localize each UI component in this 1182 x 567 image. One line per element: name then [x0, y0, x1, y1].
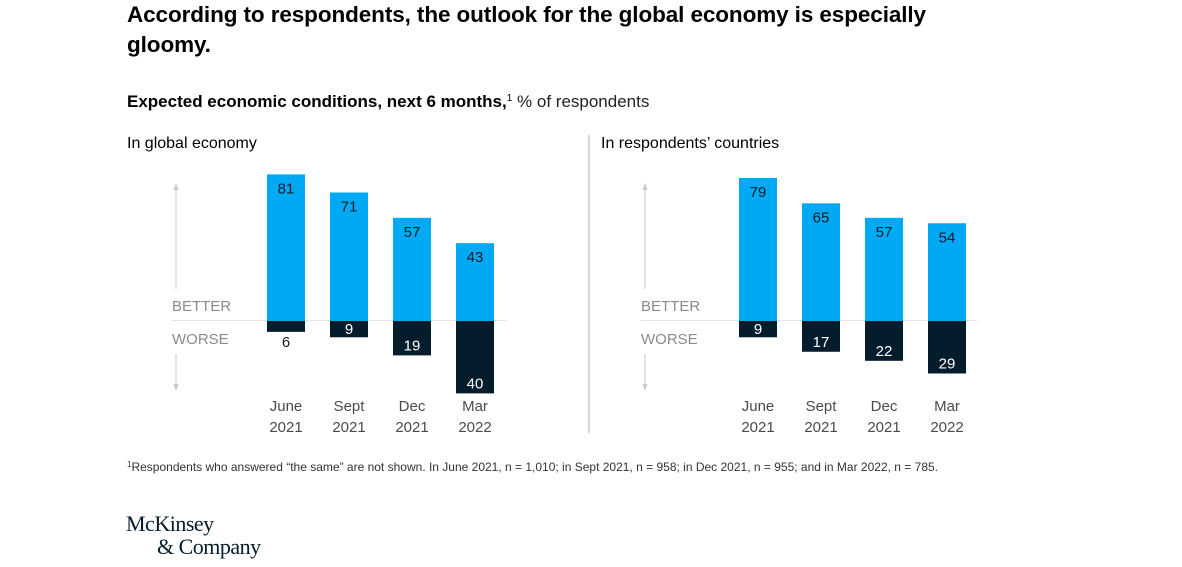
bar-worse — [267, 321, 305, 332]
data-label-better: 43 — [467, 249, 484, 266]
bar-worse — [456, 321, 494, 394]
panel-global-economy: BETTER WORSE 81 6 June 2021 71 9 Sept 2021 57 19 Dec… — [172, 174, 507, 436]
bar-worse — [393, 321, 431, 356]
data-label-better: 71 — [341, 198, 358, 215]
mckinsey-logo: McKinsey & Company — [126, 512, 261, 558]
x-tick-label-year: 2022 — [458, 419, 491, 436]
data-label-worse: 17 — [813, 334, 830, 351]
panel-divider — [588, 135, 590, 433]
footnote-text: Respondents who answered “the same” are … — [131, 460, 939, 474]
axis-label-worse: WORSE — [172, 331, 229, 348]
arrow-up-icon — [173, 183, 179, 190]
data-label-worse: 9 — [754, 321, 762, 338]
x-tick-label-year: 2021 — [867, 419, 900, 436]
data-label-worse: 6 — [282, 334, 290, 351]
x-tick-label-year: 2021 — [332, 419, 365, 436]
data-label-worse: 40 — [467, 375, 484, 392]
bar-better — [267, 174, 305, 321]
data-label-worse: 9 — [345, 321, 353, 338]
axis-label-worse: WORSE — [641, 331, 698, 348]
bar-better — [330, 192, 368, 321]
bar-worse — [802, 321, 840, 352]
x-tick-label-month: June — [270, 398, 303, 415]
x-tick-label-month: Mar — [934, 398, 960, 415]
chart-subtitle: Expected economic conditions, next 6 mon… — [127, 88, 649, 113]
axis-label-better: BETTER — [172, 298, 231, 315]
bar-better — [739, 178, 777, 321]
subtitle-footnote-mark: 1 — [506, 93, 513, 104]
logo-line2: & Company — [157, 534, 261, 559]
data-label-better: 79 — [750, 184, 767, 201]
bar-worse — [739, 321, 777, 338]
x-tick-label-year: 2021 — [804, 419, 837, 436]
bar-better — [393, 217, 431, 321]
bar-better — [928, 223, 966, 321]
data-label-better: 57 — [404, 224, 421, 241]
subtitle-main: Expected economic conditions, next 6 mon… — [127, 92, 507, 111]
bar-worse — [928, 321, 966, 374]
x-tick-label-month: Mar — [462, 398, 488, 415]
x-tick-label-year: 2021 — [741, 419, 774, 436]
bar-better — [865, 217, 903, 321]
panel-title-global: In global economy — [127, 135, 257, 152]
arrow-up-icon — [642, 183, 648, 190]
panel-title-countries: In respondents’ countries — [601, 135, 780, 152]
x-tick-label-year: 2021 — [395, 419, 428, 436]
panel-respondents-countries: BETTER WORSE 79 9 June 2021 65 17 Sept 2021 57 22 De… — [641, 178, 977, 436]
axis-label-better: BETTER — [641, 298, 700, 315]
x-tick-label-year: 2022 — [930, 419, 963, 436]
data-label-better: 81 — [278, 180, 295, 197]
data-label-worse: 19 — [404, 337, 421, 354]
logo-line1: McKinsey — [126, 511, 214, 536]
footnote-mark: 1 — [127, 460, 132, 469]
chart-title: According to respondents, the outlook fo… — [127, 2, 926, 57]
arrow-down-icon — [642, 384, 648, 391]
data-label-better: 65 — [813, 209, 830, 226]
footnote: 1Respondents who answered “the same” are… — [127, 460, 938, 474]
bar-worse — [865, 321, 903, 361]
data-label-worse: 22 — [876, 343, 893, 360]
data-label-better: 57 — [876, 224, 893, 241]
data-label-better: 54 — [939, 229, 956, 246]
x-tick-label-month: Sept — [334, 398, 366, 415]
bar-worse — [330, 321, 368, 338]
bar-better — [456, 243, 494, 321]
bar-better — [802, 203, 840, 321]
x-tick-label-month: Dec — [399, 398, 426, 415]
arrow-down-icon — [173, 384, 179, 391]
x-tick-label-year: 2021 — [269, 419, 302, 436]
x-tick-label-month: Dec — [871, 398, 898, 415]
x-tick-label-month: Sept — [806, 398, 838, 415]
subtitle-unit: % of respondents — [517, 92, 650, 111]
x-tick-label-month: June — [742, 398, 775, 415]
data-label-worse: 29 — [939, 355, 956, 372]
